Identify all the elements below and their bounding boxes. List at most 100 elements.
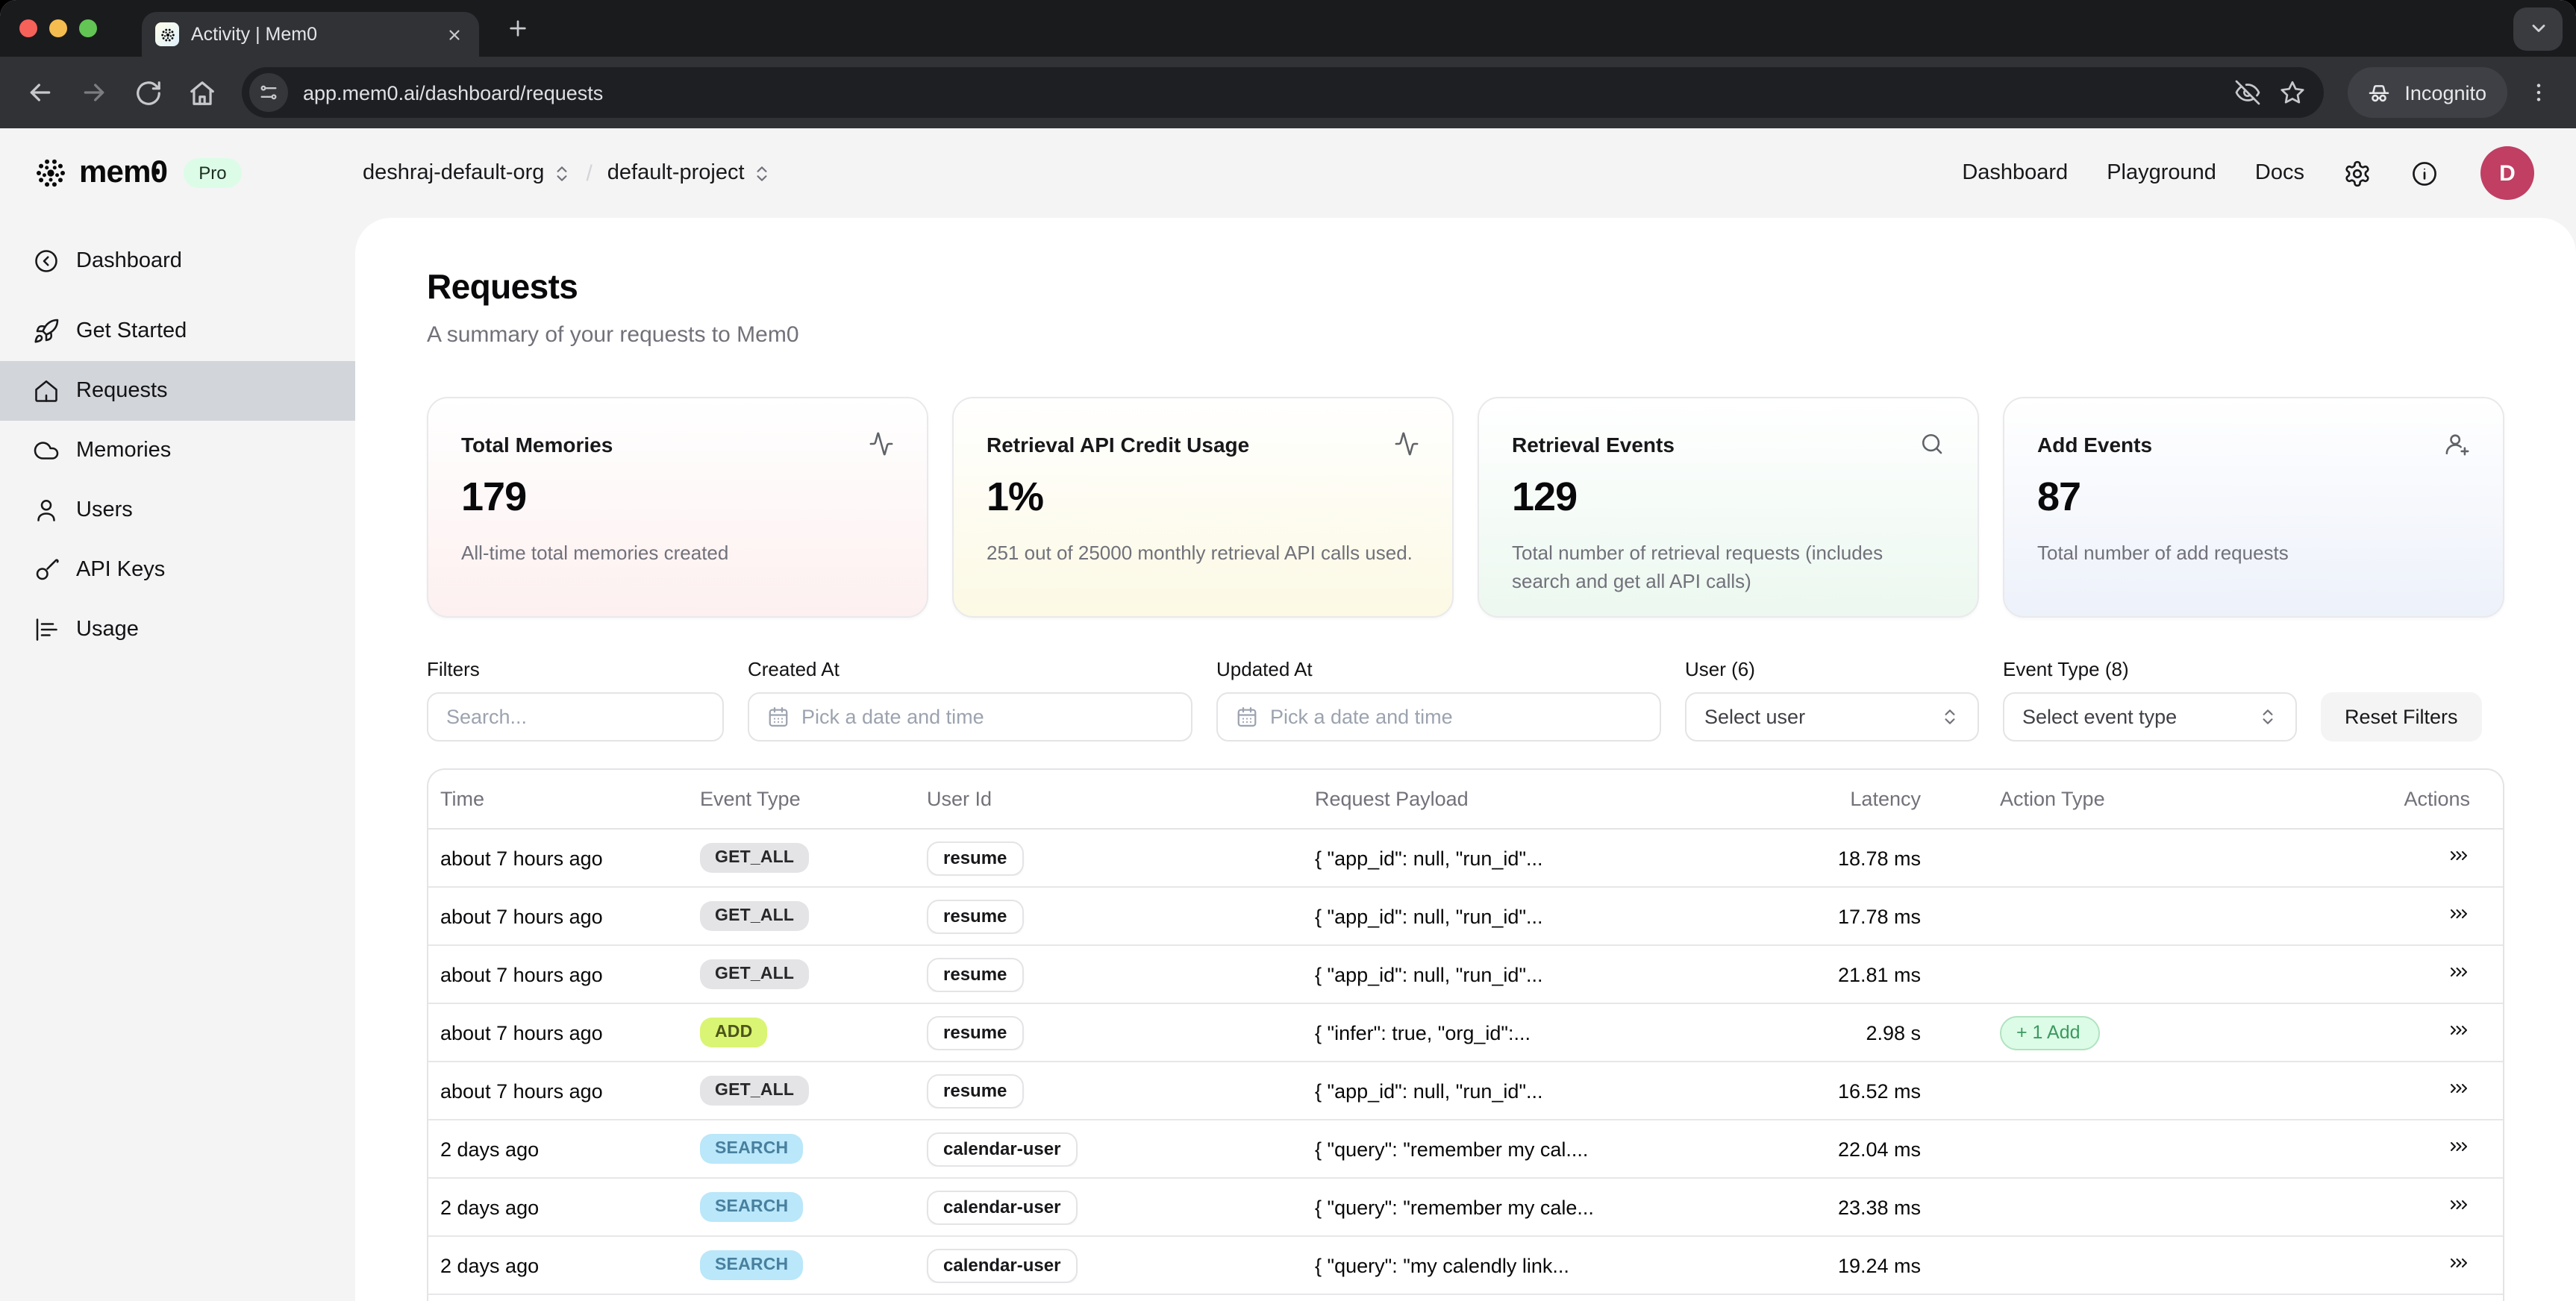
table-row[interactable]: about 7 hours ago GET_ALL resume { "app_… (428, 1062, 2503, 1120)
window-controls[interactable] (19, 19, 97, 37)
tab-close-icon[interactable] (440, 21, 467, 48)
url-bar[interactable]: app.mem0.ai/dashboard/requests (242, 67, 2325, 118)
row-actions-button[interactable] (2336, 904, 2503, 928)
forward-icon[interactable] (69, 67, 119, 118)
org-selector[interactable]: deshraj-default-org (363, 161, 571, 185)
card-value: 129 (1512, 474, 1578, 519)
browser-tab[interactable]: Activity | Mem0 (142, 12, 479, 57)
user-select[interactable]: Select user (1685, 692, 1979, 742)
event-type-badge: ADD (700, 1018, 768, 1047)
avatar[interactable]: D (2480, 146, 2534, 200)
card-description: Total number of add requests (2037, 542, 2289, 564)
table-row[interactable] (428, 1295, 2503, 1301)
browser-menu-icon[interactable] (2516, 70, 2561, 115)
activity-icon (1395, 432, 1419, 456)
circle-arrow-left-icon (35, 250, 57, 272)
row-actions-button[interactable] (2336, 1253, 2503, 1277)
card-value: 87 (2037, 474, 2081, 519)
request-time: about 7 hours ago (440, 963, 603, 985)
table-row[interactable]: about 7 hours ago ADD resume { "infer": … (428, 1004, 2503, 1062)
user-id-pill: resume (927, 899, 1024, 933)
eye-off-icon[interactable] (2225, 70, 2270, 115)
table-row[interactable]: about 7 hours ago GET_ALL resume { "app_… (428, 946, 2503, 1004)
home-icon[interactable] (176, 67, 227, 118)
project-name[interactable]: default-project (607, 161, 745, 185)
site-settings-icon[interactable] (249, 73, 288, 112)
sidebar-item-requests[interactable]: Requests (0, 361, 355, 421)
row-actions-button[interactable] (2336, 1137, 2503, 1161)
sidebar-item-dashboard[interactable]: Dashboard (0, 233, 355, 289)
reset-filters-button[interactable]: Reset Filters (2321, 692, 2482, 742)
nav-docs[interactable]: Docs (2254, 161, 2304, 185)
col-event-type: Event Type (700, 788, 801, 810)
request-time: about 7 hours ago (440, 905, 603, 927)
date-placeholder: Pick a date and time (801, 706, 984, 728)
user-id-pill: resume (927, 957, 1024, 991)
row-actions-button[interactable] (2336, 962, 2503, 986)
mem0-logo[interactable]: mem0 Pro (33, 155, 242, 191)
minimize-window-button[interactable] (49, 19, 67, 37)
user-id-pill: calendar-user (927, 1132, 1078, 1166)
nav-dashboard[interactable]: Dashboard (1962, 161, 2069, 185)
event-type-select[interactable]: Select event type (2003, 692, 2297, 742)
reload-icon[interactable] (122, 67, 173, 118)
request-payload: { "query": "my calendly link... (1315, 1254, 1569, 1276)
created-at-input[interactable]: Pick a date and time (748, 692, 1192, 742)
request-payload: { "query": "remember my cal.... (1315, 1138, 1589, 1160)
table-row[interactable]: 2 days ago SEARCH calendar-user { "query… (428, 1237, 2503, 1295)
bookmark-star-icon[interactable] (2270, 70, 2315, 115)
logo-wordmark: mem0 (79, 155, 168, 189)
sidebar-item-memories[interactable]: Memories (0, 421, 355, 480)
breadcrumb: deshraj-default-org / default-project (363, 160, 772, 186)
back-icon[interactable] (15, 67, 66, 118)
new-tab-button[interactable] (497, 7, 539, 49)
latency-value: 18.78 ms (1837, 847, 1921, 869)
org-name[interactable]: deshraj-default-org (363, 161, 545, 185)
zoom-window-button[interactable] (79, 19, 97, 37)
row-actions-button[interactable] (2336, 846, 2503, 870)
col-latency: Latency (1850, 788, 1921, 810)
search-input[interactable]: Search... (427, 692, 724, 742)
sidebar-item-get-started[interactable]: Get Started (0, 301, 355, 361)
user-plus-icon (2445, 434, 2469, 456)
select-placeholder: Select user (1704, 706, 1806, 728)
user-id-pill: resume (927, 1073, 1024, 1108)
nav-playground[interactable]: Playground (2107, 161, 2216, 185)
table-row[interactable]: about 7 hours ago GET_ALL resume { "app_… (428, 888, 2503, 946)
sidebar-item-label: Dashboard (76, 249, 182, 273)
table-row[interactable]: 2 days ago SEARCH calendar-user { "query… (428, 1179, 2503, 1237)
sidebar-item-users[interactable]: Users (0, 480, 355, 540)
search-icon (1922, 433, 1942, 454)
request-payload: { "app_id": null, "run_id"... (1315, 847, 1543, 869)
updated-at-input[interactable]: Pick a date and time (1216, 692, 1661, 742)
sidebar-item-api-keys[interactable]: API Keys (0, 540, 355, 600)
expand-row-icon (2451, 968, 2467, 976)
close-window-button[interactable] (19, 19, 37, 37)
bar-chart-icon (36, 618, 57, 641)
col-actions: Actions (2404, 788, 2470, 810)
row-actions-button[interactable] (2336, 1079, 2503, 1103)
url-text[interactable]: app.mem0.ai/dashboard/requests (303, 81, 604, 104)
user-id-pill: resume (927, 841, 1024, 875)
row-actions-button[interactable] (2336, 1195, 2503, 1219)
card-value: 1% (987, 474, 1044, 519)
event-type-badge: SEARCH (700, 1250, 804, 1280)
expand-row-icon (2451, 1200, 2467, 1209)
card-title: Retrieval API Credit Usage (987, 432, 1250, 456)
request-payload: { "app_id": null, "run_id"... (1315, 963, 1543, 985)
tab-search-button[interactable] (2513, 7, 2563, 50)
plan-badge: Pro (184, 158, 242, 188)
table-row[interactable]: 2 days ago SEARCH calendar-user { "query… (428, 1120, 2503, 1179)
row-actions-button[interactable] (2336, 1021, 2503, 1044)
card-description: All-time total memories created (461, 542, 729, 564)
filter-event-type-group: Event Type (8) Select event type (2003, 658, 2297, 742)
project-selector[interactable]: default-project (607, 161, 772, 185)
request-payload: { "query": "remember my cale... (1315, 1196, 1594, 1218)
event-type-badge: GET_ALL (700, 1076, 810, 1106)
stats-cards: Total Memories 179 All-time total memori… (427, 397, 2504, 618)
help-info-icon[interactable] (2410, 159, 2439, 187)
sidebar-item-usage[interactable]: Usage (0, 600, 355, 659)
settings-gear-icon[interactable] (2343, 159, 2372, 187)
event-type-badge: GET_ALL (700, 901, 810, 931)
table-row[interactable]: about 7 hours ago GET_ALL resume { "app_… (428, 830, 2503, 888)
